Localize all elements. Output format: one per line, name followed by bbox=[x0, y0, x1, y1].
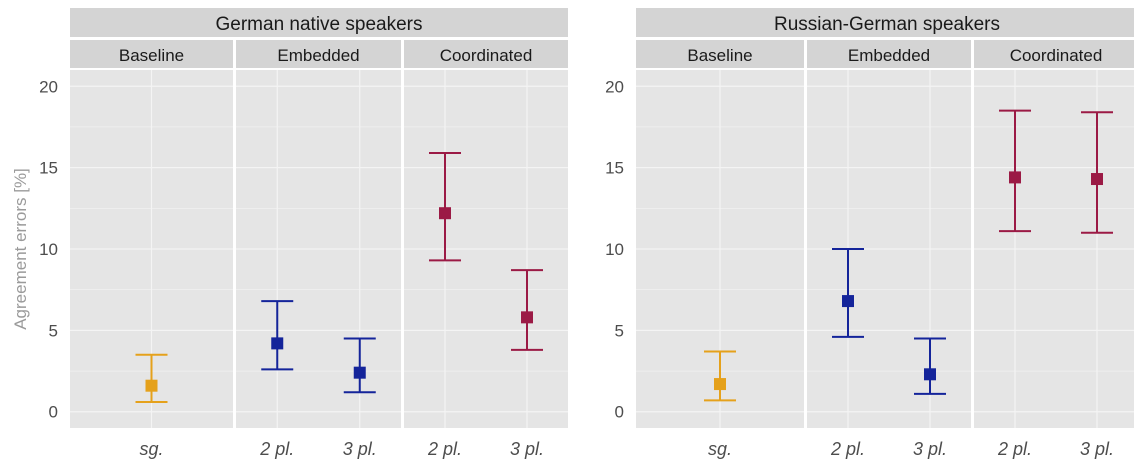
data-point-group bbox=[511, 269, 543, 351]
facet-embedded: Embedded 2 pl. 3 pl. bbox=[236, 40, 401, 459]
data-point-group bbox=[1081, 111, 1113, 234]
facet-embedded: Embedded 2 pl. 3 pl. bbox=[807, 40, 971, 459]
mean-marker bbox=[1091, 173, 1103, 186]
y-tick-label: 10 bbox=[39, 240, 58, 259]
data-point-group bbox=[914, 337, 946, 395]
title-strip bbox=[636, 8, 1134, 37]
y-tick-label: 20 bbox=[39, 77, 58, 96]
facet-coordinated: Coordinated 2 pl. 3 pl. bbox=[404, 40, 568, 459]
data-point-group bbox=[261, 300, 294, 371]
facet-baseline: Baseline sg. bbox=[70, 40, 233, 459]
mean-marker bbox=[1009, 171, 1021, 184]
mean-marker bbox=[714, 378, 726, 391]
x-tick-label: 2 pl. bbox=[259, 439, 294, 459]
x-tick-label: 3 pl. bbox=[343, 439, 377, 459]
facet-coordinated: Coordinated 2 pl. 3 pl. bbox=[974, 40, 1134, 459]
facet-strip bbox=[404, 40, 568, 68]
facet-label: Embedded bbox=[277, 46, 359, 65]
facet-strip bbox=[70, 40, 233, 68]
facet-strip bbox=[807, 40, 971, 68]
y-tick-label: 0 bbox=[49, 403, 58, 422]
data-point-group bbox=[999, 109, 1031, 233]
data-point-group bbox=[832, 248, 864, 338]
y-tick-label: 20 bbox=[605, 77, 624, 96]
facet-label: Coordinated bbox=[440, 46, 533, 65]
data-point-group bbox=[343, 337, 376, 394]
x-tick-label: sg. bbox=[708, 439, 732, 459]
y-tick-label: 5 bbox=[615, 321, 624, 340]
x-tick-label: 3 pl. bbox=[1080, 439, 1114, 459]
x-tick-label: 3 pl. bbox=[510, 439, 544, 459]
chart-title: German native speakers bbox=[216, 14, 423, 35]
mean-marker bbox=[521, 311, 533, 324]
y-tick-label: 0 bbox=[615, 403, 624, 422]
facet-label: Embedded bbox=[848, 46, 930, 65]
x-tick-label: 2 pl. bbox=[830, 439, 865, 459]
mean-marker bbox=[924, 368, 936, 381]
data-point-group bbox=[429, 151, 461, 262]
mean-marker bbox=[145, 379, 158, 392]
data-point-group bbox=[135, 353, 168, 403]
x-tick-label: 3 pl. bbox=[913, 439, 947, 459]
x-tick-label: 2 pl. bbox=[997, 439, 1032, 459]
y-tick-label: 5 bbox=[49, 321, 58, 340]
mean-marker bbox=[439, 207, 451, 220]
facet-label: Baseline bbox=[119, 46, 184, 65]
mean-marker bbox=[842, 295, 854, 308]
chart-group-german-native: German native speakers 0 5 10 15 20 Agreement … bbox=[11, 8, 568, 459]
title-strip bbox=[70, 8, 568, 37]
mean-marker bbox=[271, 337, 284, 350]
y-axis-title: Agreement errors [%] bbox=[11, 168, 30, 330]
facet-baseline: Baseline sg. bbox=[636, 40, 804, 459]
chart-group-russian-german: Russian-German speakers 0 5 10 15 20 Baseline s… bbox=[605, 8, 1134, 459]
x-tick-label: sg. bbox=[139, 439, 163, 459]
y-tick-label: 15 bbox=[39, 159, 58, 178]
y-tick-label: 15 bbox=[605, 159, 624, 178]
facet-label: Coordinated bbox=[1010, 46, 1103, 65]
data-point-group bbox=[704, 350, 736, 402]
facet-strip bbox=[636, 40, 804, 68]
chart-title: Russian-German speakers bbox=[774, 14, 1000, 35]
facet-strip bbox=[236, 40, 401, 68]
x-tick-label: 2 pl. bbox=[427, 439, 462, 459]
facet-label: Baseline bbox=[687, 46, 752, 65]
y-tick-label: 10 bbox=[605, 240, 624, 259]
facet-strip bbox=[974, 40, 1134, 68]
mean-marker bbox=[353, 366, 366, 379]
